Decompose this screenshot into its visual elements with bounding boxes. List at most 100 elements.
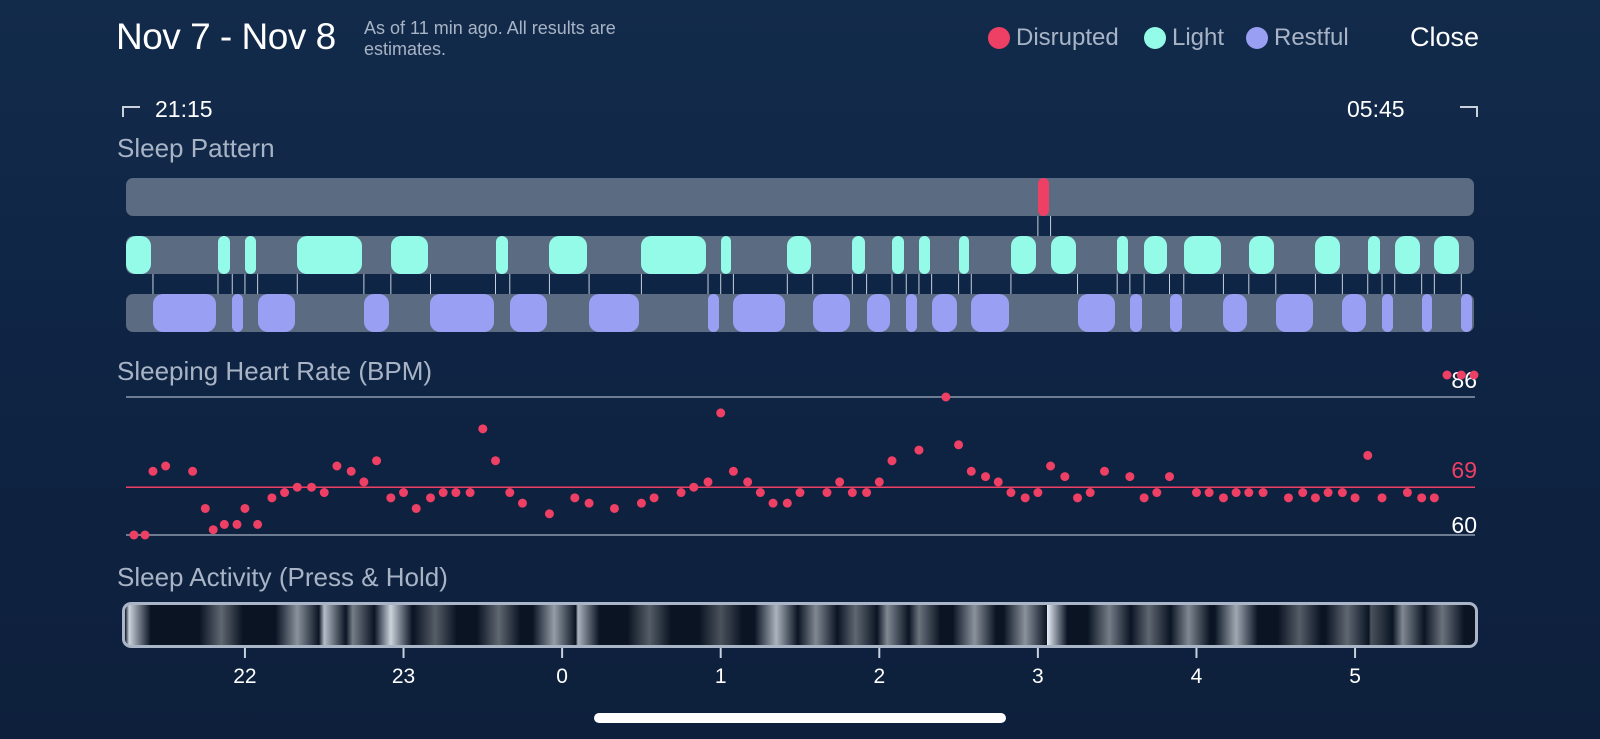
restful-segment <box>1223 294 1247 332</box>
restful-track[interactable] <box>126 294 1474 332</box>
heart-rate-point <box>188 466 198 476</box>
restful-segment <box>232 294 243 332</box>
heart-rate-point <box>1417 493 1427 503</box>
light-segment <box>390 236 429 274</box>
heart-rate-point <box>292 482 302 492</box>
light-segment <box>1367 236 1380 274</box>
heart-rate-point <box>148 466 158 476</box>
light-segment <box>1248 236 1274 274</box>
light-segment <box>1315 236 1341 274</box>
heart-rate-point <box>1442 370 1452 380</box>
heart-rate-point <box>676 488 686 498</box>
heart-rate-point <box>609 503 619 513</box>
heart-rate-point <box>743 477 753 487</box>
light-segment <box>958 236 970 274</box>
restful-segment <box>931 294 957 332</box>
restful-segment <box>812 294 851 332</box>
restful-segment <box>1421 294 1433 332</box>
heart-rate-point <box>505 488 515 498</box>
x-axis-tick-label: 23 <box>391 665 416 688</box>
restful-segment <box>1077 294 1116 332</box>
restful-segment <box>708 294 719 332</box>
disrupted-track[interactable] <box>126 178 1474 216</box>
heart-rate-point <box>887 456 897 466</box>
legend-restful-label: Restful <box>1274 24 1349 51</box>
heart-rate-point <box>140 530 150 540</box>
heart-rate-point <box>954 440 964 450</box>
x-axis-tick-label: 22 <box>233 665 257 688</box>
heart-rate-point <box>465 488 475 498</box>
heart-rate-point <box>862 488 872 498</box>
heart-rate-point <box>570 493 580 503</box>
restful-segment <box>152 294 216 332</box>
light-segment <box>852 236 865 274</box>
heart-rate-point <box>755 488 765 498</box>
light-segment <box>297 236 362 274</box>
light-segment <box>1010 236 1036 274</box>
heart-rate-point <box>1046 461 1056 471</box>
heart-rate-point <box>1298 488 1308 498</box>
heart-rate-point <box>1456 370 1466 380</box>
light-segment <box>1117 236 1128 274</box>
heart-rate-point <box>425 493 435 503</box>
restful-segment <box>971 294 1009 332</box>
sleep-activity-bar[interactable] <box>122 602 1478 648</box>
heart-rate-point <box>874 477 884 487</box>
heart-rate-point <box>1099 466 1109 476</box>
heart-rate-point <box>346 466 356 476</box>
restful-segment <box>1129 294 1143 332</box>
heart-rate-point <box>1218 493 1228 503</box>
light-segment <box>126 236 151 274</box>
x-axis-tick-label: 3 <box>1032 665 1044 688</box>
heart-rate-point <box>1363 450 1373 460</box>
heart-rate-point <box>1020 493 1030 503</box>
restful-segment <box>509 294 548 332</box>
heart-rate-point <box>1350 493 1360 503</box>
sleep-pattern-title: Sleep Pattern <box>117 133 275 163</box>
sleep-activity-title: Sleep Activity (Press & Hold) <box>117 562 448 592</box>
heart-rate-point <box>689 482 699 492</box>
light-segment <box>641 236 706 274</box>
heart-rate-point <box>267 493 277 503</box>
heart-rate-point <box>240 503 250 513</box>
home-indicator[interactable] <box>594 713 1006 723</box>
restful-dot-icon <box>1246 27 1268 49</box>
end-bracket-icon <box>1460 106 1478 117</box>
heart-rate-point <box>1204 488 1214 498</box>
light-segment <box>1183 236 1222 274</box>
heart-rate-point <box>1258 488 1268 498</box>
heart-rate-point <box>1283 493 1293 503</box>
heart-rate-point <box>386 493 396 503</box>
heart-rate-chart[interactable]: 86 69 60 <box>0 367 1600 555</box>
heart-rate-point <box>1377 493 1387 503</box>
x-axis-tick-label: 5 <box>1349 665 1361 688</box>
heart-rate-point <box>703 477 713 487</box>
light-segment <box>495 236 508 274</box>
light-segment <box>244 236 256 274</box>
restful-segment <box>1169 294 1182 332</box>
heart-rate-point <box>728 466 738 476</box>
heart-rate-point <box>795 488 805 498</box>
end-time-label: 05:45 <box>1347 96 1405 122</box>
light-dot-icon <box>1144 27 1166 49</box>
restful-segment <box>589 294 640 332</box>
heart-rate-point <box>835 477 845 487</box>
heart-rate-point <box>1060 472 1070 482</box>
heart-rate-point <box>478 424 488 434</box>
heart-rate-point <box>914 445 924 455</box>
heart-rate-point <box>411 503 421 513</box>
heart-rate-point <box>584 498 594 508</box>
close-button[interactable]: Close <box>1410 22 1480 52</box>
heart-rate-title: Sleeping Heart Rate (BPM) <box>117 356 433 386</box>
light-track[interactable] <box>126 236 1474 274</box>
disrupted-dot-icon <box>988 27 1010 49</box>
restful-segment <box>733 294 786 332</box>
heart-rate-point <box>1337 488 1347 498</box>
heart-rate-point <box>399 488 409 498</box>
heart-rate-point <box>981 472 991 482</box>
heart-rate-point <box>280 488 290 498</box>
heart-rate-point <box>822 488 832 498</box>
heart-rate-point <box>544 509 554 519</box>
restful-segment <box>1342 294 1366 332</box>
heart-rate-point <box>1469 370 1479 380</box>
